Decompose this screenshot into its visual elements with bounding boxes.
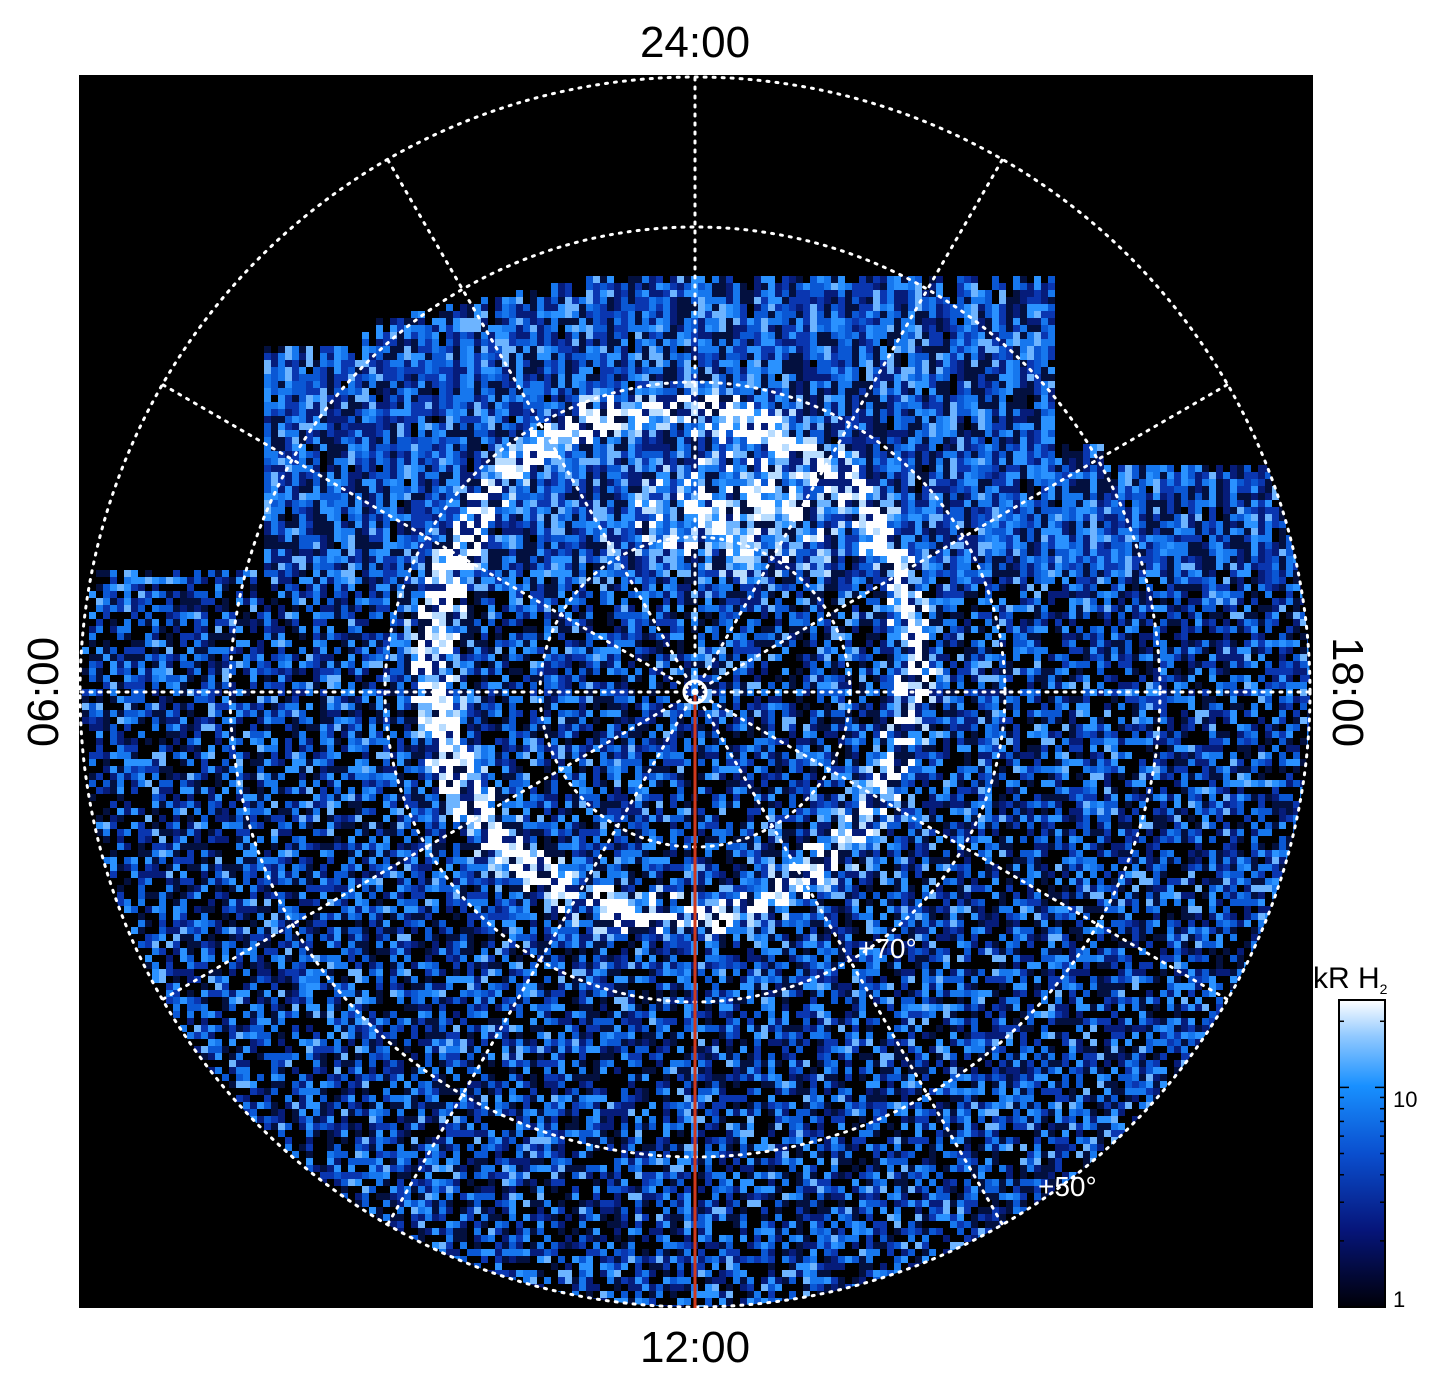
local-time-label-left: 06:00 [19,637,68,747]
pole-marker-ring [682,679,708,705]
meridian-line [693,383,1230,694]
colorbar-tick-high: 10 [1393,1087,1417,1112]
colorbar-tick-low: 1 [1393,1287,1405,1312]
meridian-line [693,157,1004,694]
meridian-line [386,690,697,1227]
colorbar: kR H2 10 1 [1313,962,1417,1312]
meridian-line [693,690,1004,1227]
pole-marker-dot [692,689,698,695]
local-time-label-bottom: 12:00 [640,1323,750,1372]
latitude-label-inner: +70° [858,933,917,964]
colorbar-unit: kR H2 [1313,962,1388,997]
local-time-label-right: 18:00 [1323,637,1372,747]
meridian-line [693,690,1230,1001]
colorbar-scale [1338,999,1386,1308]
latitude-label-outer: +50° [1038,1171,1097,1202]
local-time-label-top: 24:00 [640,18,750,67]
meridian-line [386,157,697,694]
colorbar-unit-subscript: 2 [1380,981,1388,997]
meridian-line [160,383,697,694]
meridian-line [160,690,697,1001]
auroral-emission-map [82,276,1310,1307]
